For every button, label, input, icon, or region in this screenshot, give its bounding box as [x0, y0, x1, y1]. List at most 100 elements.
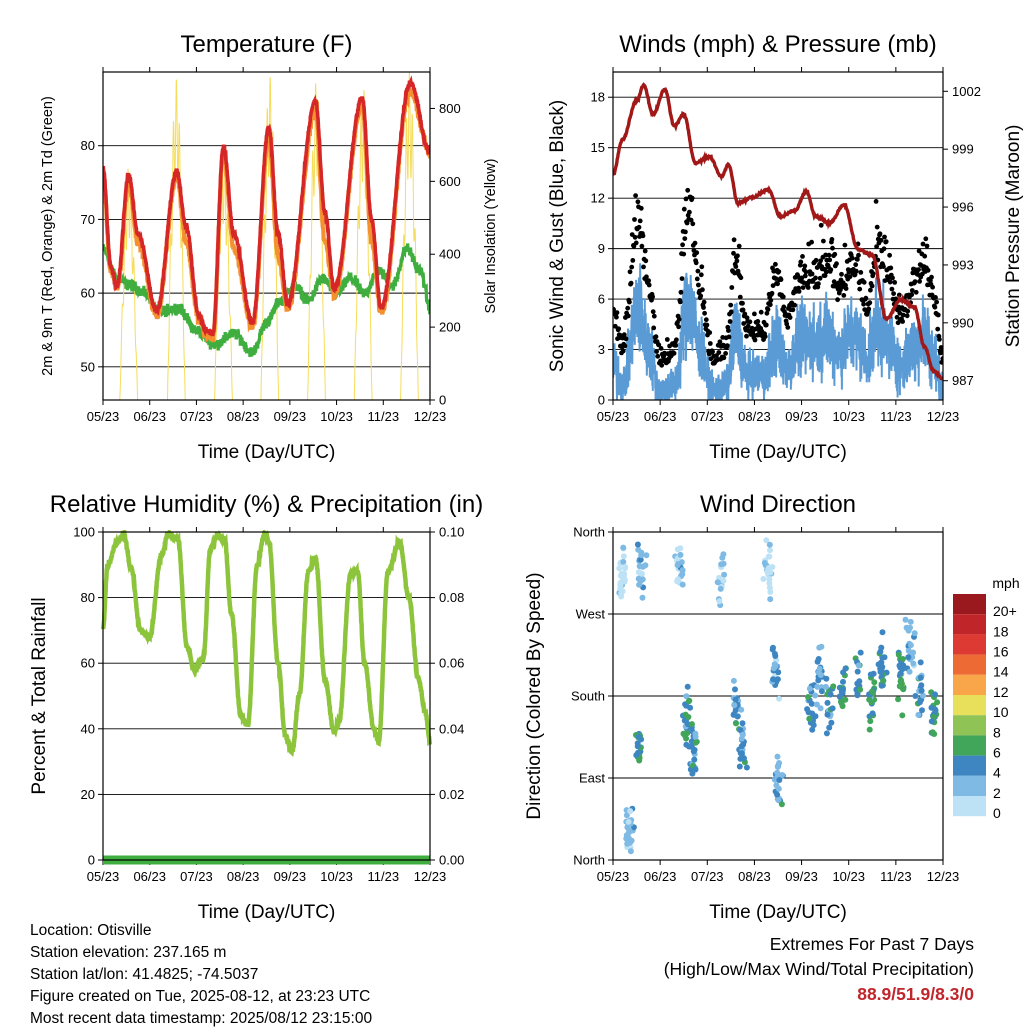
gust-dot — [744, 333, 749, 339]
direction-dot — [764, 568, 771, 575]
direction-dot — [829, 705, 836, 712]
gust-dot — [924, 243, 930, 249]
gust-dot — [909, 288, 915, 293]
y2-tick-label: 996 — [952, 200, 974, 215]
gust-dot — [823, 269, 829, 275]
y2-tick-label: 987 — [952, 373, 974, 388]
legend-swatch — [953, 654, 986, 675]
gust-dot — [775, 281, 780, 287]
gust-dot — [731, 250, 736, 256]
gust-dot — [762, 334, 768, 339]
gust-dot — [843, 286, 849, 291]
x-tick-label: 10/23 — [320, 869, 353, 884]
rh-line — [101, 530, 432, 757]
x-tick-label: 07/23 — [691, 869, 724, 884]
gust-dot — [695, 268, 701, 274]
extremes-subtitle: (High/Low/Max Wind/Total Precipitation) — [663, 959, 974, 979]
plot-border — [102, 531, 431, 861]
gust-dot — [698, 293, 704, 299]
gust-dot — [889, 286, 895, 292]
gust-dot — [744, 315, 750, 321]
wind-speed-legend: mph 20+ 18 16 14 12 10 8 6 4 2 0 — [953, 575, 1020, 821]
legend-swatch — [953, 715, 986, 736]
direction-dot — [736, 763, 743, 770]
gust-dot — [886, 275, 891, 281]
direction-dot — [741, 755, 747, 762]
gust-dot — [878, 237, 884, 243]
y-tick-label: West — [576, 607, 606, 622]
direction-dot — [806, 685, 813, 692]
direction-dot — [869, 710, 876, 717]
gust-dot — [935, 326, 941, 332]
x-tick-label: 08/23 — [227, 869, 260, 884]
gust-dot — [882, 234, 887, 240]
extremes-title: Extremes For Past 7 Days — [769, 934, 974, 954]
gust-dot — [728, 302, 734, 308]
gust-dot — [741, 321, 747, 326]
direction-dot — [623, 832, 630, 839]
gust-dot — [694, 276, 700, 282]
direction-dot — [636, 581, 643, 588]
gust-dot — [727, 319, 733, 324]
gust-dot — [869, 283, 875, 289]
station-info: Location: Otisville Station elevation: 2… — [30, 920, 372, 1030]
direction-dot — [634, 541, 641, 548]
gust-dot — [633, 193, 638, 199]
gust-dot — [870, 271, 876, 277]
gust-dot — [641, 264, 646, 270]
legend-swatch — [953, 775, 986, 796]
gust-dot — [717, 339, 723, 345]
direction-dot — [721, 571, 728, 578]
gust-dot — [628, 280, 634, 286]
gust-dot — [834, 261, 839, 267]
gust-dot — [847, 274, 853, 280]
gust-dot — [674, 337, 679, 343]
x-axis-label: Time (Day/UTC) — [709, 902, 847, 923]
y-tick-label: South — [571, 689, 605, 704]
gust-dot — [842, 242, 848, 248]
gust-dot — [646, 278, 651, 283]
direction-dot — [867, 671, 874, 678]
direction-dot — [639, 594, 646, 601]
station-elevation: Station elevation: 237.165 m — [30, 944, 227, 961]
x-tick-label: 07/23 — [180, 409, 213, 424]
gust-dot — [853, 262, 859, 268]
gust-dot — [767, 302, 773, 308]
direction-dot — [635, 575, 642, 582]
x-tick-label: 07/23 — [691, 409, 724, 424]
y2-tick-label: 600 — [439, 174, 461, 189]
gust-dot — [636, 224, 642, 230]
direction-dot — [774, 769, 781, 776]
direction-dot — [905, 654, 912, 661]
gust-dot — [874, 244, 879, 250]
y-tick-label: 3 — [598, 342, 605, 357]
gust-dot — [796, 289, 802, 294]
direction-dot — [879, 629, 886, 636]
gust-dot — [937, 337, 942, 342]
gust-dot — [643, 258, 649, 264]
direction-dot — [838, 688, 845, 695]
y-tick-label: 50 — [81, 359, 95, 374]
direction-dot — [766, 576, 773, 583]
direction-dot — [684, 683, 691, 690]
direction-dot — [767, 547, 773, 554]
gust-dot — [800, 285, 806, 290]
gust-dot — [646, 282, 652, 288]
recent-timestamp: Most recent data timestamp: 2025/08/12 2… — [30, 1010, 373, 1027]
direction-dot — [628, 837, 635, 844]
gust-dot — [685, 187, 691, 193]
legend-label: 2 — [993, 785, 1001, 801]
direction-dot — [773, 782, 780, 789]
direction-dot — [763, 537, 770, 544]
direction-dot — [854, 668, 861, 675]
direction-dot — [932, 706, 939, 713]
gust-dot — [680, 242, 685, 248]
direction-dot — [918, 687, 925, 694]
gust-dot — [913, 289, 919, 295]
direction-dot — [765, 553, 772, 560]
gust-dot — [742, 311, 748, 317]
gust-dot — [689, 195, 695, 201]
direction-dot — [637, 556, 644, 563]
